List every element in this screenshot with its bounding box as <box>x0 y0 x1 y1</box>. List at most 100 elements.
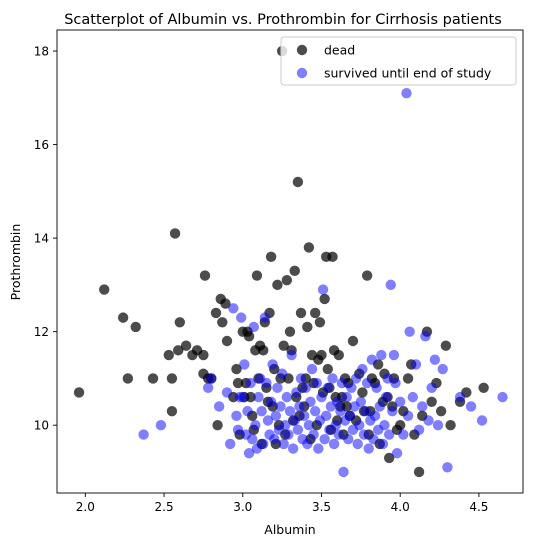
data-point <box>231 410 242 422</box>
data-point <box>231 363 242 375</box>
data-point <box>354 419 365 431</box>
data-point <box>261 377 272 389</box>
data-point <box>267 359 278 370</box>
data-point <box>361 377 373 389</box>
data-point <box>163 349 174 361</box>
x-tick-label: 3.5 <box>312 500 331 514</box>
data-point <box>361 270 373 281</box>
data-point <box>242 405 253 417</box>
data-point <box>283 429 294 440</box>
data-point <box>335 405 346 417</box>
data-point <box>316 391 327 403</box>
data-point <box>275 401 286 412</box>
data-point <box>300 382 311 393</box>
data-point <box>239 359 250 370</box>
data-point <box>322 382 333 393</box>
series-survived <box>138 87 508 478</box>
data-point <box>407 391 418 403</box>
legend-marker-survived <box>296 67 308 79</box>
data-point <box>404 326 415 337</box>
data-point <box>426 382 437 393</box>
x-tick-label: 3.0 <box>233 500 252 514</box>
data-point <box>281 275 293 286</box>
data-point <box>322 363 333 375</box>
legend: dead survived until end of study <box>280 36 517 86</box>
y-tick-label: 16 <box>34 138 49 152</box>
data-point <box>388 349 400 361</box>
x-axis-ticks: 2.0 2.5 3.0 3.5 4.0 4.5 <box>76 493 488 514</box>
x-axis-label: Albumin <box>264 522 315 537</box>
data-point <box>278 340 289 351</box>
data-point <box>258 438 269 450</box>
data-point <box>289 415 300 426</box>
data-point <box>478 382 489 393</box>
data-point <box>426 396 437 407</box>
data-point <box>284 326 296 337</box>
data-point <box>435 405 447 417</box>
data-point <box>398 429 409 440</box>
data-point <box>284 405 296 417</box>
data-point <box>380 391 392 403</box>
data-point <box>402 410 414 422</box>
y-tick-label: 10 <box>34 419 49 433</box>
data-point <box>317 284 329 295</box>
data-point <box>291 387 302 398</box>
data-point <box>220 298 231 309</box>
y-axis-ticks: 10 12 14 16 18 <box>34 45 57 433</box>
data-point <box>442 462 453 473</box>
data-point <box>269 434 280 445</box>
data-point <box>391 448 403 459</box>
data-point <box>395 396 406 407</box>
data-point <box>366 354 378 365</box>
data-point <box>117 312 129 323</box>
data-point <box>357 387 368 398</box>
data-point <box>287 443 299 454</box>
data-point <box>236 312 247 323</box>
data-point <box>454 391 466 403</box>
data-point <box>344 410 356 422</box>
data-point <box>237 391 248 403</box>
data-point <box>395 419 406 431</box>
y-tick-label: 18 <box>34 45 49 59</box>
chart-title: Scatterplot of Albumin vs. Prothrombin f… <box>64 12 502 28</box>
data-point <box>202 382 214 393</box>
data-point <box>198 349 209 361</box>
data-point <box>333 429 344 440</box>
data-point <box>445 419 456 431</box>
data-point <box>247 434 258 445</box>
data-point <box>303 242 315 253</box>
data-point <box>321 410 332 422</box>
data-point <box>174 317 185 328</box>
data-point <box>217 317 228 328</box>
data-point <box>377 438 389 450</box>
points-layer <box>73 45 508 478</box>
data-point <box>387 405 398 417</box>
data-point <box>308 429 319 440</box>
data-point <box>355 396 367 407</box>
data-point <box>122 373 134 384</box>
data-point <box>245 377 256 389</box>
data-point <box>497 391 508 403</box>
data-point <box>374 401 385 412</box>
data-point <box>401 87 412 99</box>
data-point <box>369 410 381 422</box>
data-point <box>259 312 271 323</box>
data-point <box>379 419 390 431</box>
data-point <box>221 387 233 398</box>
data-point <box>309 307 321 319</box>
data-point <box>465 401 477 412</box>
data-point <box>371 382 382 393</box>
data-point <box>243 448 255 459</box>
data-point <box>437 363 448 375</box>
data-point <box>390 377 401 389</box>
data-point <box>166 373 178 384</box>
data-point <box>376 349 387 361</box>
data-point <box>302 321 313 333</box>
legend-label-survived: survived until end of study <box>324 66 492 81</box>
data-point <box>332 396 343 407</box>
data-point <box>360 405 371 417</box>
data-point <box>138 429 149 440</box>
data-point <box>309 405 321 417</box>
data-point <box>358 429 370 440</box>
